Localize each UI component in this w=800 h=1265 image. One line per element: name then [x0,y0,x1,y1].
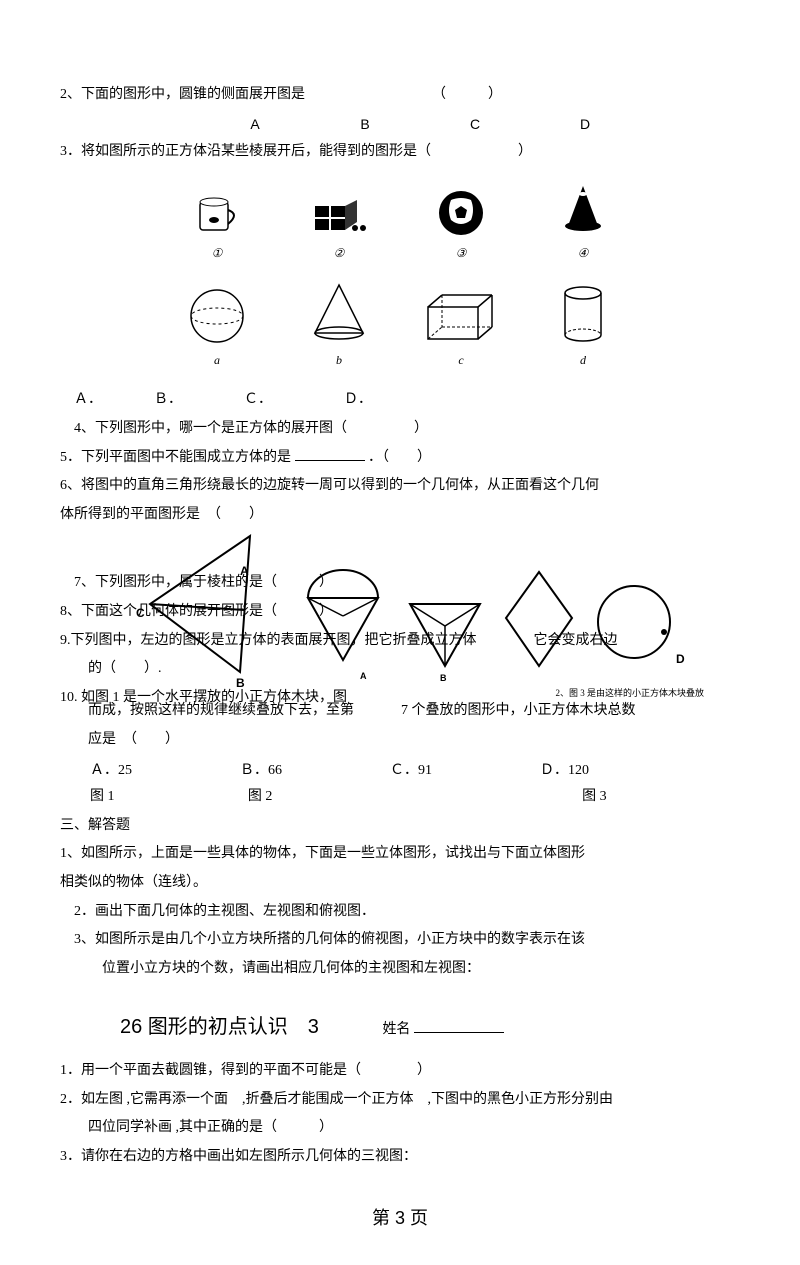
small-a: A [360,668,367,685]
q3-opts: Ａ． Ｂ． Ｃ． Ｄ． [60,387,740,414]
q3-b: Ｂ． [154,387,244,414]
fig2: 图 2 [248,784,406,811]
s3q1-l1: 1、如图所示，上面是一些具体的物体，下面是一些立体图形，试找出与下面立体图形 [60,841,740,868]
fig3: 图 3 [582,784,740,811]
solids-row: a b c d [177,281,623,372]
opt-a: A [200,111,310,138]
sa-label: a [214,349,220,372]
q10-l3: 应是 （ ） [60,727,740,754]
q5-line: 5．下列平面图中不能围成立方体的是 ．（ ） [60,445,740,472]
q10-l1: 10. 如图 1 是一个水平摆放的小正方体木块，图 [60,690,347,705]
q4-after: ） [414,421,428,436]
heading-main: 26 图形的初点认识 3 [120,1008,319,1046]
shape-kite2 [400,574,490,674]
q3-line: 3．将如图所示的正方体沿某些棱展开后，能得到的图形是（ ） [60,139,740,166]
obj1-label: ① [212,242,223,265]
q10-b: Ｂ．66 [240,758,390,785]
obj4-label: ④ [578,242,589,265]
s3q3-l1: 3、如图所示是由几个小立方块所搭的几何体的俯视图，小正方块中的数字表示在该 [60,927,740,954]
q4-line: 4、下列图形中，哪一个是正方体的展开图（ ） [60,416,740,443]
heading-row: 26 图形的初点认识 3 姓名 [60,994,740,1056]
q3-d: Ｄ． [344,387,424,414]
q6-l1: 6、将图中的直角三角形绕最长的边旋转一周可以得到的一个几何体，从正面看这个几何 [60,473,740,500]
s3q1-l2: 相类似的物体（连线）。 [60,870,740,897]
solid-sphere: a [177,287,257,372]
q10-line: 10. 如图 1 是一个水平摆放的小正方体木块，图 2、图 3 是由这样的小正方… [60,685,740,712]
p2q1: 1．用一个平面去截圆锥，得到的平面不可能是（ ） [60,1058,740,1085]
q3-c: Ｃ． [244,387,344,414]
q3-text: 3．将如图所示的正方体沿某些棱展开后，能得到的图形是（ [60,144,431,159]
q3-a: Ａ． [74,387,154,414]
opt-c: C [420,111,530,138]
obj2-label: ② [334,242,345,265]
obj-cone: ④ [543,182,623,265]
solid-cone: b [299,281,379,372]
q2-text: 2、下面的图形中，圆锥的侧面展开图是 [60,87,305,102]
shape-rhombus [500,566,578,672]
name-blank [414,1018,504,1033]
fig-labels: 图 1 图 2 图 3 [90,784,740,811]
q3-images: ① ② ③ ④ a b [60,178,740,376]
q5-after: ．（ ） [368,450,431,465]
sb-label: b [336,349,342,372]
obj-cup: ① [177,192,257,265]
q10-options: Ａ．25 Ｂ．66 Ｃ．91 Ｄ．120 [90,758,740,785]
obj-gift: ② [299,192,379,265]
q10-mid: 2、图 3 是由这样的小正方体木块叠放 [555,685,704,702]
page-content: 2、下面的图形中，圆锥的侧面展开图是 （ ） A B C D 3．将如图所示的正… [0,0,800,1265]
s3q3-l2: 位置小立方块的个数，请画出相应几何体的主视图和左视图： [60,956,740,983]
sd-label: d [580,349,586,372]
q2-line: 2、下面的图形中，圆锥的侧面展开图是 （ ） [60,82,740,109]
q2-options: A B C D [60,111,740,138]
q5-text: 5．下列平面图中不能围成立方体的是 [60,450,291,465]
q4-text: 4、下列图形中，哪一个是正方体的展开图（ [74,421,347,436]
sc-label: c [458,349,463,372]
q2-paren: （ ） [432,87,502,102]
tri-D: D [676,648,685,671]
shapes-region: A C B 7、下列图形中，属于棱柱的是（ ） 8、下面这个几何体的展开图形是（… [60,538,740,688]
q3-after: ） [518,144,532,159]
shape-circle [594,582,674,662]
heading-name: 姓名 [382,1022,410,1037]
p2q3: 3．请你在右边的方格中画出如左图所示几何体的三视图： [60,1144,740,1171]
opt-d: D [530,111,640,138]
section3-title: 三、解答题 [60,813,740,840]
solid-cylinder: d [543,283,623,372]
obj-ball: ③ [421,188,501,265]
q10-a: Ａ．25 [90,758,240,785]
small-b: B [440,670,447,687]
page-footer: 第 3 页 [60,1201,740,1235]
p2q2-l1: 2．如左图 ,它需再添一个面 ,折叠后才能围成一个正方体 ,下图中的黑色小正方形… [60,1087,740,1114]
objects-row: ① ② ③ ④ [177,182,623,265]
solid-cuboid: c [421,289,501,372]
opt-b: B [310,111,420,138]
s3q2: 2．画出下面几何体的主视图、左视图和俯视图． [60,899,740,926]
obj3-label: ③ [456,242,467,265]
fig1: 图 1 [90,784,248,811]
q10-c: Ｃ．91 [390,758,540,785]
q10-d: Ｄ．120 [540,758,690,785]
shape-kite1 [298,568,388,668]
q5-blank [295,460,365,461]
